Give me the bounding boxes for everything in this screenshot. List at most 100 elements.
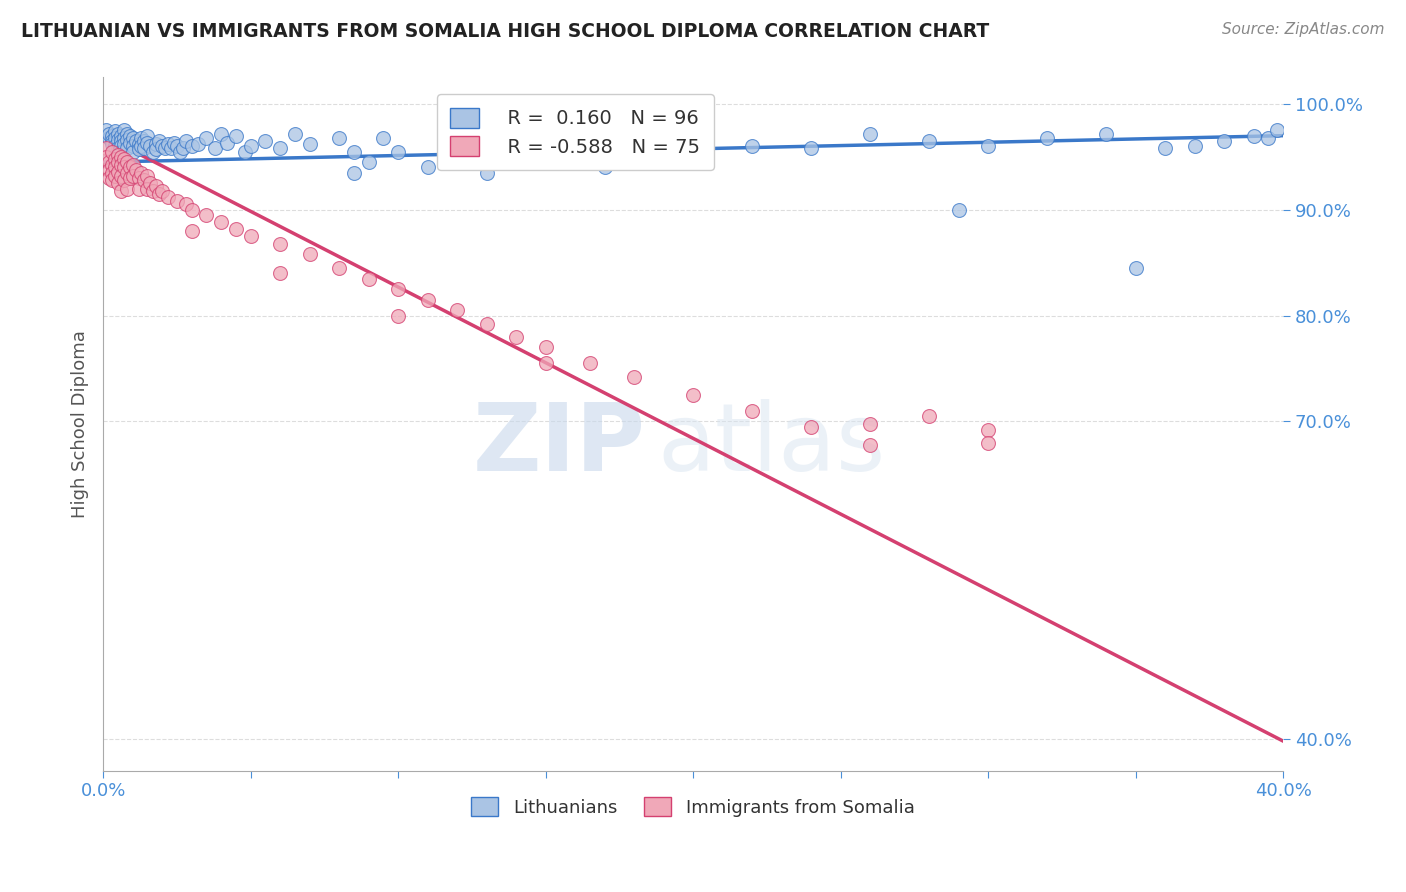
Point (115, 166, 138, 180)
Point (131, 130, 153, 145)
Point (800, 419, 823, 434)
Point (169, 145, 191, 159)
Point (269, 236, 291, 251)
Point (118, 161, 141, 175)
Point (446, 147, 468, 161)
Point (110, 158, 132, 172)
Point (101, 166, 124, 180)
Point (110, 169, 132, 183)
Point (373, 130, 395, 145)
Point (977, 435, 1000, 450)
Point (136, 128, 159, 143)
Point (134, 141, 156, 155)
Point (505, 330, 527, 344)
Point (186, 137, 208, 152)
Point (174, 134, 197, 148)
Y-axis label: High School Diploma: High School Diploma (72, 330, 89, 518)
Point (121, 130, 143, 145)
Point (298, 137, 321, 152)
Point (121, 139, 143, 153)
Point (98, 127, 121, 141)
Point (172, 141, 194, 155)
Point (623, 370, 645, 384)
Point (1265, 123, 1288, 137)
Point (593, 161, 616, 175)
Point (357, 271, 380, 285)
Point (1243, 128, 1265, 143)
Point (166, 139, 188, 153)
Point (387, 309, 409, 323)
Point (121, 169, 143, 183)
Point (204, 141, 226, 155)
Point (180, 139, 202, 153)
Point (1095, 127, 1118, 141)
Point (101, 158, 124, 172)
Point (110, 139, 132, 153)
Point (579, 356, 602, 370)
Point (239, 139, 262, 153)
Point (254, 134, 277, 148)
Point (977, 423, 1000, 437)
Point (128, 143, 150, 157)
Text: ZIP: ZIP (472, 399, 645, 491)
Point (134, 173, 156, 187)
Point (163, 136, 186, 150)
Point (98, 155, 121, 169)
Point (284, 127, 307, 141)
Point (153, 141, 176, 155)
Point (564, 141, 586, 155)
Text: atlas: atlas (658, 399, 886, 491)
Point (209, 127, 232, 141)
Point (139, 176, 162, 190)
Point (233, 145, 256, 159)
Point (94, 123, 117, 137)
Point (1154, 141, 1177, 155)
Point (107, 147, 129, 161)
Point (107, 155, 129, 169)
Point (948, 202, 970, 217)
Point (104, 139, 127, 153)
Point (1213, 134, 1236, 148)
Text: LITHUANIAN VS IMMIGRANTS FROM SOMALIA HIGH SCHOOL DIPLOMA CORRELATION CHART: LITHUANIAN VS IMMIGRANTS FROM SOMALIA HI… (21, 22, 990, 41)
Point (859, 417, 882, 431)
Point (1125, 260, 1147, 275)
Point (150, 184, 173, 198)
Point (343, 166, 366, 180)
Point (94, 150, 117, 164)
Point (174, 197, 197, 211)
Point (104, 130, 127, 145)
Point (148, 186, 170, 201)
Point (104, 161, 127, 175)
Point (142, 145, 165, 159)
Point (98, 171, 121, 186)
Point (225, 128, 247, 143)
Point (128, 171, 150, 186)
Point (110, 150, 132, 164)
Point (101, 137, 124, 152)
Point (416, 293, 439, 307)
Point (121, 158, 143, 172)
Point (1036, 130, 1059, 145)
Point (180, 202, 202, 217)
Point (112, 152, 135, 166)
Point (94, 141, 117, 155)
Point (104, 152, 127, 166)
Point (209, 215, 232, 229)
Point (118, 171, 141, 186)
Point (328, 260, 350, 275)
Point (145, 137, 167, 152)
Point (215, 136, 238, 150)
Point (741, 404, 763, 418)
Point (328, 130, 350, 145)
Point (112, 173, 135, 187)
Point (107, 133, 129, 147)
Point (298, 247, 321, 261)
Point (131, 166, 153, 180)
Point (112, 161, 135, 175)
Point (195, 208, 218, 222)
Point (387, 282, 409, 296)
Point (157, 137, 180, 152)
Point (918, 134, 941, 148)
Point (343, 145, 366, 159)
Point (682, 388, 704, 402)
